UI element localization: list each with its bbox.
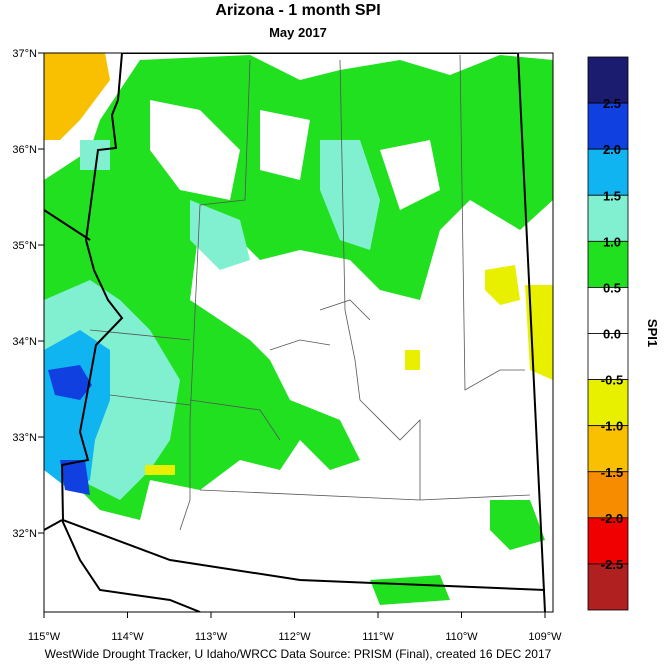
lat-label: 34°N (12, 336, 37, 348)
county-lines (89, 54, 531, 531)
colorbar-tick-label: -2.5 (601, 557, 623, 572)
colorbar-segment (587, 240, 629, 288)
colorbar-segment (587, 517, 629, 565)
subtitle: May 2017 (269, 25, 327, 40)
footer: WestWide Drought Tracker, U Idaho/WRCC D… (45, 647, 552, 661)
colorbar-tick-label: -0.5 (601, 373, 623, 388)
colorbar-tick-label: 2.0 (603, 142, 621, 157)
colorbar-segment (587, 56, 629, 104)
colorbar-tick-label: 1.5 (603, 188, 621, 203)
normal-area (150, 100, 440, 210)
lon-label: 112°W (278, 631, 311, 643)
colorbar-segment (587, 148, 629, 196)
colorbar-label: SPI1 (645, 319, 660, 347)
colorbar-segment (587, 333, 629, 380)
colorbar-segment (587, 563, 629, 611)
state-borders (44, 53, 546, 612)
colorbar: 2.5 2.0 1.5 1.0 0.5 0.0 -0.5 -1.0 -1.5 -2.0 -2.5 (587, 56, 629, 611)
lon-label: 110°W (445, 631, 478, 643)
colorbar-segment (587, 102, 629, 150)
latitude-axis: 37°N 36°N 35°N 34°N 33°N 32°N (12, 48, 44, 540)
green-area-south (370, 500, 545, 605)
colorbar-tick-label: 2.5 (603, 96, 621, 111)
lon-label: 109°W (528, 631, 562, 643)
lon-label: 113°W (195, 631, 228, 643)
lat-label: 35°N (12, 240, 37, 252)
map-frame (43, 52, 554, 613)
lat-label: 36°N (12, 144, 37, 156)
colorbar-segment (587, 194, 629, 242)
lon-label: 115°W (28, 631, 61, 643)
colorbar-tick-label: 1.0 (603, 234, 621, 249)
colorbar-tick-label: -1.0 (601, 419, 623, 434)
map-area (43, 52, 554, 613)
colorbar-tick-label: 0.0 (603, 327, 621, 342)
longitude-axis: 115°W 114°W 113°W 112°W 111°W 110°W 109°W (28, 612, 562, 643)
lat-label: 32°N (12, 528, 37, 540)
aqua-area (44, 140, 380, 500)
lat-label: 37°N (12, 48, 37, 60)
colorbar-segment (587, 287, 629, 334)
lon-label: 114°W (111, 631, 144, 643)
colorbar-segment (587, 379, 629, 427)
orange-area (44, 53, 110, 140)
colorbar-tick-label: -2.0 (601, 511, 623, 526)
lat-label: 33°N (12, 432, 37, 444)
colorbar-tick-label: -1.5 (601, 465, 623, 480)
colorbar-segment (587, 471, 629, 519)
blue-area (48, 365, 92, 495)
title: Arizona - 1 month SPI (215, 2, 380, 19)
colorbar-segment (587, 425, 629, 473)
lon-label: 111°W (362, 631, 394, 643)
colorbar-tick-label: 0.5 (603, 280, 621, 295)
yellow-area (145, 265, 553, 475)
